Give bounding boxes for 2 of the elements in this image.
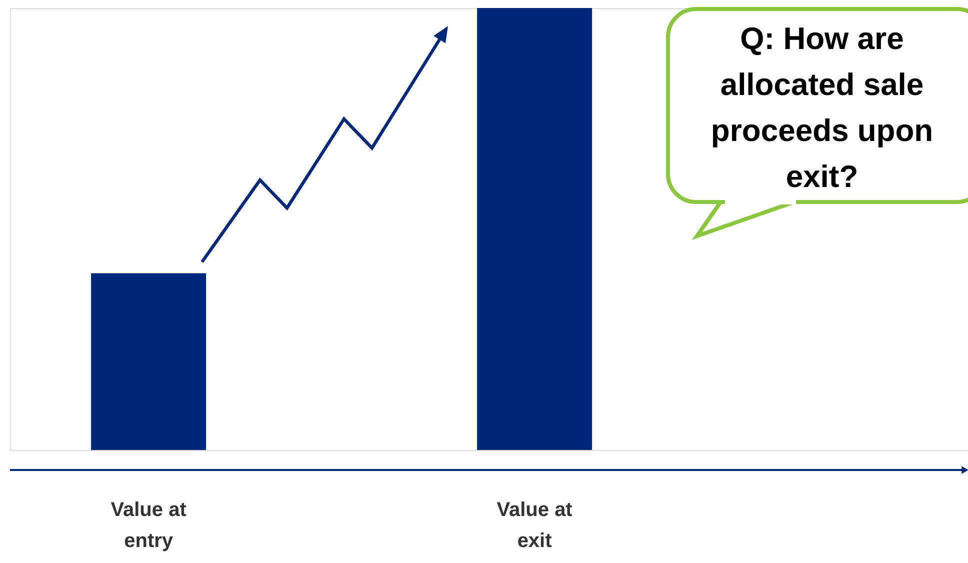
x-tick-label: Value at exit: [496, 499, 573, 552]
x-tick-label: Value at entry: [110, 499, 187, 552]
